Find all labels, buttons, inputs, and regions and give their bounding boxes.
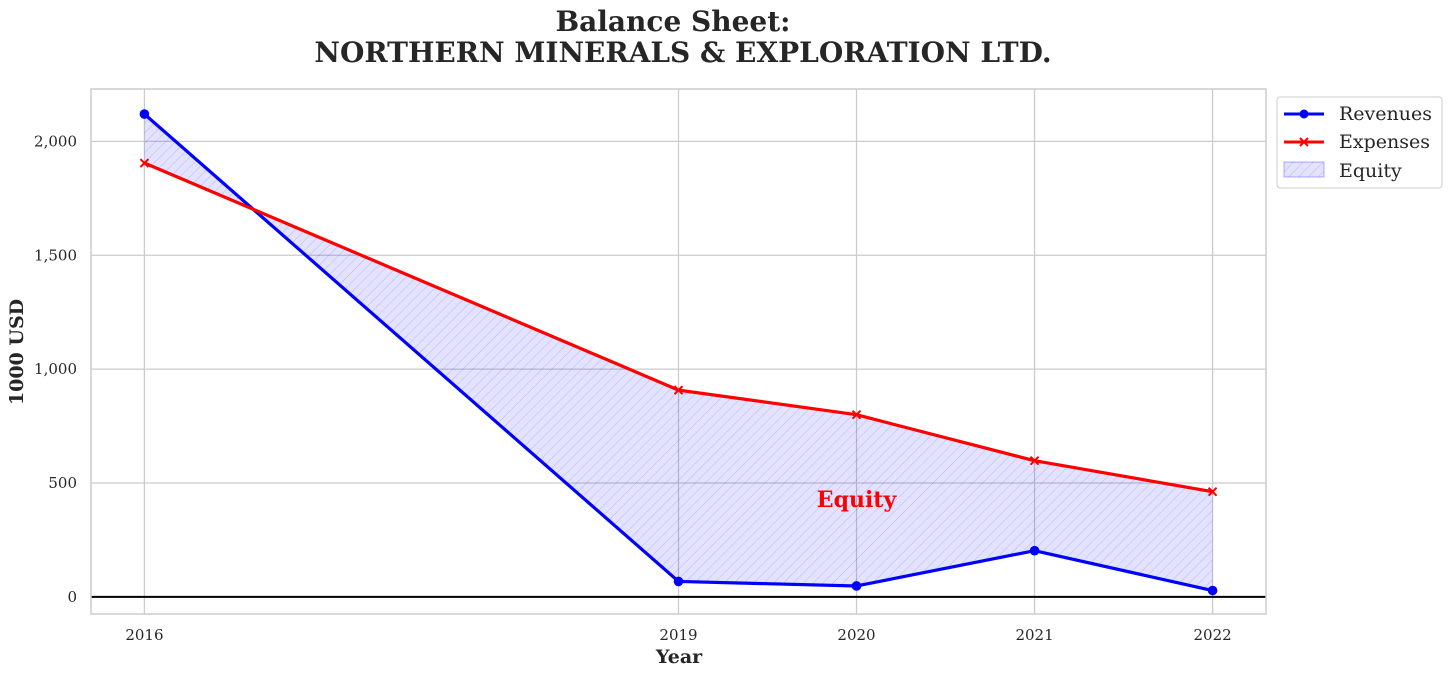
legend-revenues-label: Revenues [1339,103,1432,125]
y-tick-label: 1,000 [34,360,77,378]
legend-expenses-marker [1299,137,1309,147]
legend-equity-label: Equity [1339,160,1402,182]
x-tick-label: 2019 [659,626,697,644]
expenses-point [1029,456,1040,466]
x-tick-label: 2016 [125,626,163,644]
equity-annotation: Equity [817,487,898,513]
y-tick-label: 2,000 [34,132,77,150]
expenses-point [851,409,862,420]
chart-title-line-2: NORTHERN MINERALS & EXPLORATION LTD. [314,36,1051,69]
chart-title-line-1: Balance Sheet: [555,5,790,38]
expenses-point [139,158,150,168]
expenses-point [673,385,684,395]
x-tick-label: 2021 [1015,626,1053,644]
revenues-point [851,581,862,591]
expenses-point [1207,486,1218,497]
equity-fill-area [144,114,1213,591]
y-tick-label: 500 [48,474,77,492]
tick-labels: 0 500 1,000 1,500 2,000 2016 2019 2020 2021 2022 [34,132,1232,644]
series-layer [139,109,1218,596]
x-tick-label: 2022 [1193,626,1231,644]
revenues-point [1029,545,1040,556]
legend: Revenues Expenses Equity [1276,96,1443,189]
legend-revenues-marker [1299,109,1309,119]
y-tick-label: 1,500 [34,246,77,264]
legend-equity-hatch [1284,162,1324,177]
revenues-point [673,576,684,587]
y-axis-label: 1000 USD [6,299,28,405]
y-tick-label: 0 [67,588,77,606]
plot-frame [90,88,1267,615]
x-axis-label: Year [655,646,703,668]
revenues-point [1207,585,1218,596]
equity-hatch [144,114,1213,591]
revenues-point [139,109,150,119]
legend-expenses-label: Expenses [1339,131,1430,153]
x-tick-label: 2020 [837,626,875,644]
